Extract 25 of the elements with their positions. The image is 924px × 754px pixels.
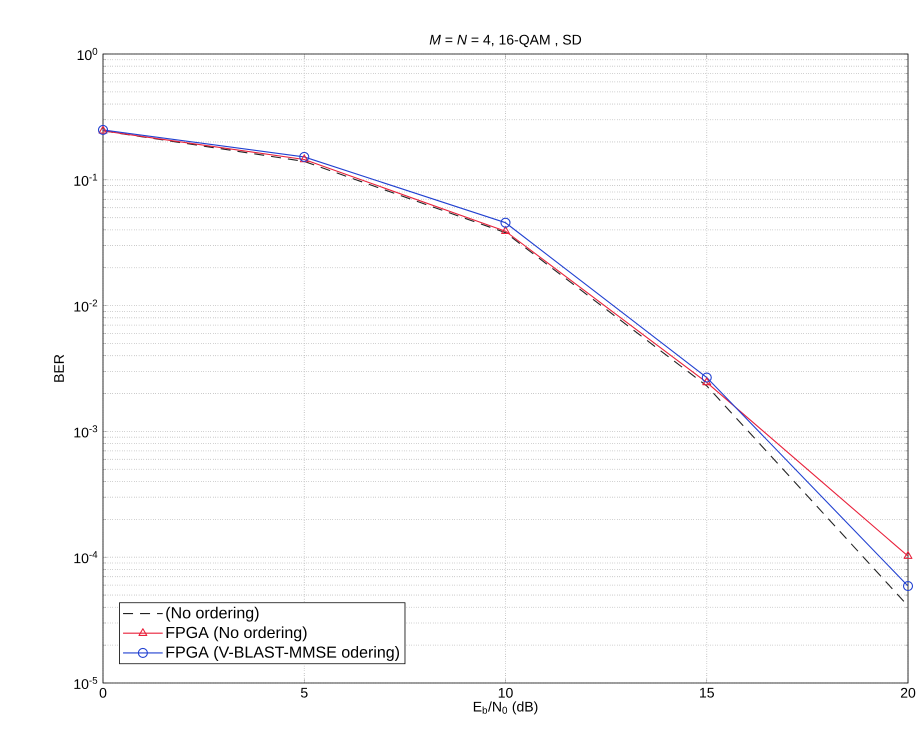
legend-label: FPGA (V-BLAST-MMSE odering) bbox=[166, 646, 399, 661]
point bbox=[702, 372, 712, 383]
y-tick-label: 10$^{-1}$ bbox=[74, 174, 98, 186]
point bbox=[702, 377, 712, 386]
y-tick-label: 10$^{0}$ bbox=[78, 48, 98, 60]
point bbox=[500, 218, 511, 228]
y-tick-label: 10$^{-2}$ bbox=[74, 300, 98, 312]
x-tick-label: 5 bbox=[300, 688, 308, 698]
y-tick-label: 10$^{-3}$ bbox=[74, 425, 98, 438]
legend-label: FPGA (No ordering) bbox=[166, 626, 307, 642]
y-tick-label: 10$^{-4}$ bbox=[74, 551, 98, 564]
point bbox=[904, 551, 912, 559]
x-tick-label: 0 bbox=[100, 688, 106, 698]
x-tick-label: 10 bbox=[498, 688, 513, 698]
x-axis-title: E$_{b}$/N$_{0}$ (dB) bbox=[474, 701, 538, 714]
legend-label: (No ordering) bbox=[166, 606, 259, 622]
x-tick-label: 20 bbox=[900, 688, 916, 698]
x-tick-label: 15 bbox=[700, 688, 714, 698]
point bbox=[501, 226, 510, 234]
chart-title: M = N = 4, 16-QAM , SD bbox=[430, 34, 582, 48]
y-axis-title: BER bbox=[54, 354, 64, 382]
point bbox=[902, 580, 914, 592]
point bbox=[300, 154, 309, 162]
point bbox=[299, 152, 310, 162]
y-tick-label: 10$^{-5}$ bbox=[74, 676, 98, 690]
